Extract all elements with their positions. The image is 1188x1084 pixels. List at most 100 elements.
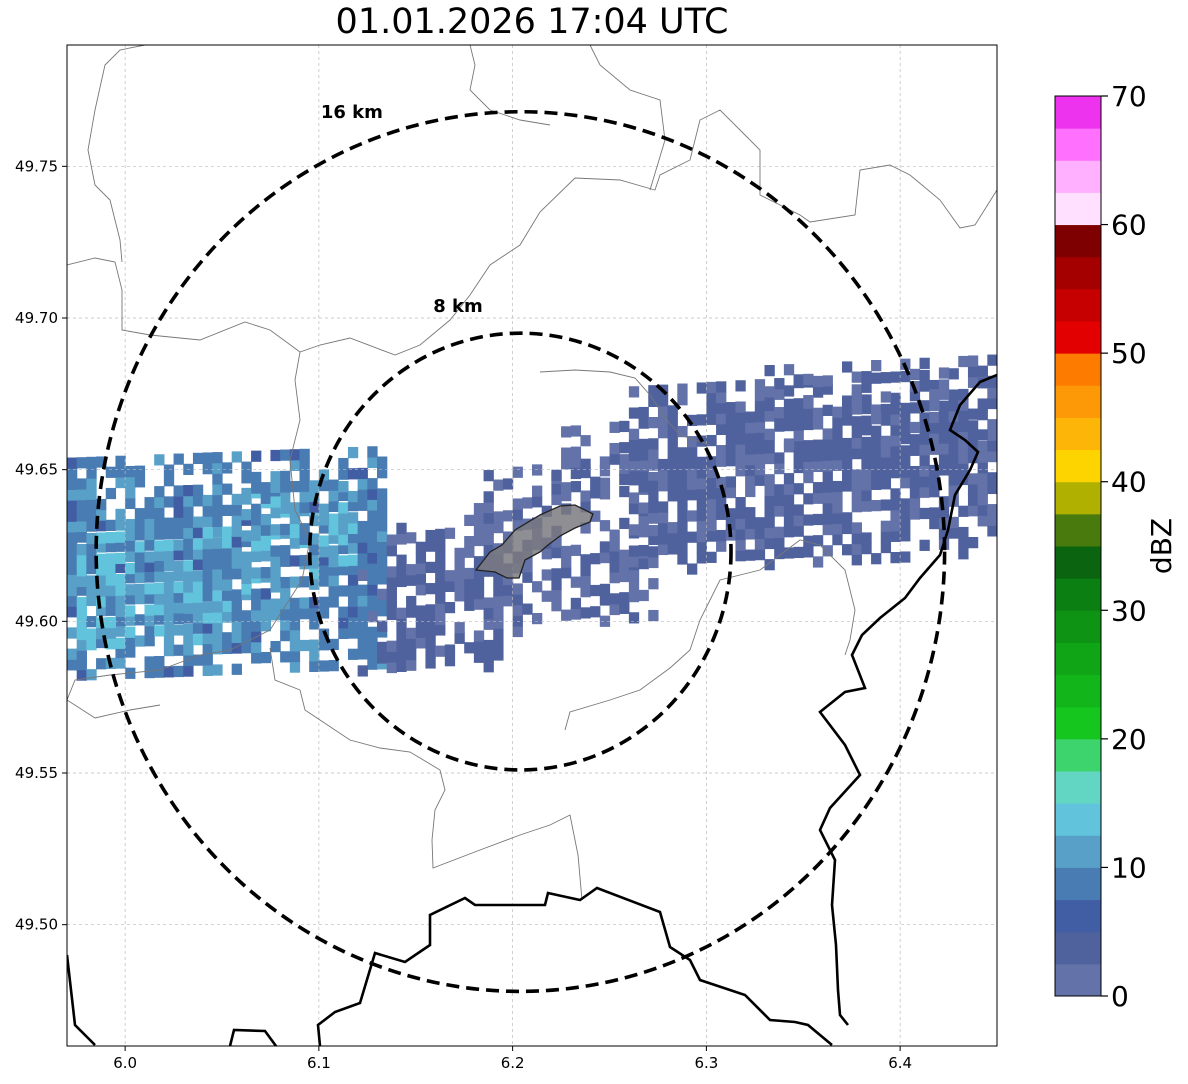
radar-cell xyxy=(764,484,775,496)
radar-cell xyxy=(745,443,756,455)
radar-cell xyxy=(212,664,223,676)
radar-cell xyxy=(628,612,640,624)
radar-cell xyxy=(425,561,436,574)
radar-cell xyxy=(861,447,872,459)
radar-cell xyxy=(590,487,601,499)
radar-cell xyxy=(774,547,785,560)
radar-cell xyxy=(183,538,194,550)
colorbar-swatch xyxy=(1055,385,1101,418)
radar-cell xyxy=(483,639,494,652)
radar-cell xyxy=(861,415,872,427)
radar-cell xyxy=(803,395,814,407)
radar-cell xyxy=(328,556,339,568)
radar-cell xyxy=(154,666,165,678)
radar-cell xyxy=(987,450,997,463)
radar-cell xyxy=(183,581,194,593)
radar-cell xyxy=(473,630,485,642)
radar-cell xyxy=(67,595,78,607)
radar-cell xyxy=(580,466,591,479)
radar-cell xyxy=(173,644,184,656)
radar-cell xyxy=(154,560,165,572)
radar-cell xyxy=(125,614,136,626)
radar-cell xyxy=(977,504,988,516)
colorbar-tick-label: 10 xyxy=(1111,851,1147,884)
radar-cell xyxy=(154,593,165,605)
radar-cell xyxy=(289,555,301,567)
radar-cell xyxy=(406,532,417,544)
radar-cell xyxy=(444,527,456,539)
radar-cell xyxy=(231,568,242,580)
radar-cell xyxy=(241,530,252,542)
radar-cell xyxy=(851,403,862,415)
radar-cell xyxy=(115,625,126,637)
radar-cell xyxy=(929,433,940,445)
radar-cell xyxy=(260,513,272,526)
radar-cell xyxy=(977,483,988,495)
radar-cell xyxy=(725,444,737,456)
radar-cell xyxy=(938,528,950,540)
radar-cell xyxy=(812,407,824,419)
radar-cell xyxy=(541,590,552,602)
radar-cell xyxy=(880,541,892,554)
radar-cell xyxy=(347,563,359,575)
radar-cell xyxy=(803,461,814,473)
radar-cell xyxy=(861,424,872,436)
radar-cell xyxy=(842,522,853,535)
radar-cell xyxy=(241,620,252,633)
radar-cell xyxy=(318,596,330,608)
radar-cell xyxy=(570,425,582,437)
radar-cell xyxy=(851,543,862,555)
radar-cell xyxy=(212,568,223,581)
radar-cell xyxy=(967,420,979,432)
colorbar-tick-label: 0 xyxy=(1111,980,1129,1013)
radar-cell xyxy=(241,461,252,473)
colorbar-tick-label: 40 xyxy=(1111,466,1147,499)
radar-cell xyxy=(657,469,669,481)
radar-cell xyxy=(657,416,669,428)
radar-cell xyxy=(163,623,175,635)
radar-cell xyxy=(105,638,117,650)
radar-cell xyxy=(687,563,698,575)
radar-cell xyxy=(309,607,320,619)
radar-cell xyxy=(754,379,766,391)
radar-cell xyxy=(754,432,766,444)
radar-cell xyxy=(822,460,833,472)
radar-cell xyxy=(183,633,194,645)
radar-cell xyxy=(357,489,368,501)
radar-cell xyxy=(309,490,320,503)
radar-cell xyxy=(551,493,562,506)
radar-cell xyxy=(415,562,427,575)
radar-cell xyxy=(377,541,388,553)
radar-cell xyxy=(125,584,136,596)
radar-cell xyxy=(987,504,997,516)
radar-cell xyxy=(338,512,349,525)
radar-cell xyxy=(871,436,882,448)
map-title: 01.01.2026 17:04 UTC xyxy=(335,2,729,42)
radar-cell xyxy=(396,533,407,545)
radar-cell xyxy=(493,575,504,587)
radar-cell xyxy=(192,495,204,507)
radar-cell xyxy=(842,437,853,450)
radar-cell xyxy=(289,597,301,610)
radar-cell xyxy=(483,533,494,545)
radar-cell xyxy=(551,547,562,559)
radar-cell xyxy=(551,568,562,580)
radar-cell xyxy=(938,443,950,455)
radar-cell xyxy=(483,597,494,609)
radar-cell xyxy=(725,402,737,414)
radar-cell xyxy=(231,589,242,601)
radar-cell xyxy=(929,486,940,498)
radar-cell xyxy=(803,471,814,484)
radar-cell xyxy=(997,461,1007,472)
radar-cell xyxy=(512,498,523,510)
radar-cell xyxy=(628,492,640,504)
radar-cell xyxy=(222,579,233,591)
radar-cell xyxy=(154,549,165,562)
colorbar-swatch xyxy=(1055,128,1101,161)
radar-cell xyxy=(473,641,485,653)
radar-cell xyxy=(318,607,330,619)
radar-cell xyxy=(67,584,78,597)
radar-cell xyxy=(580,554,591,566)
radar-cell xyxy=(280,555,291,567)
radar-cell xyxy=(754,549,766,561)
